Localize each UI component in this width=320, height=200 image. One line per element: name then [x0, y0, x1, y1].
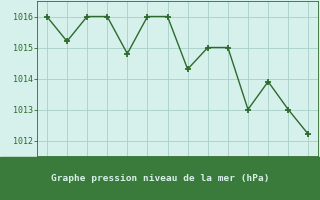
Text: Graphe pression niveau de la mer (hPa): Graphe pression niveau de la mer (hPa) [51, 174, 269, 183]
